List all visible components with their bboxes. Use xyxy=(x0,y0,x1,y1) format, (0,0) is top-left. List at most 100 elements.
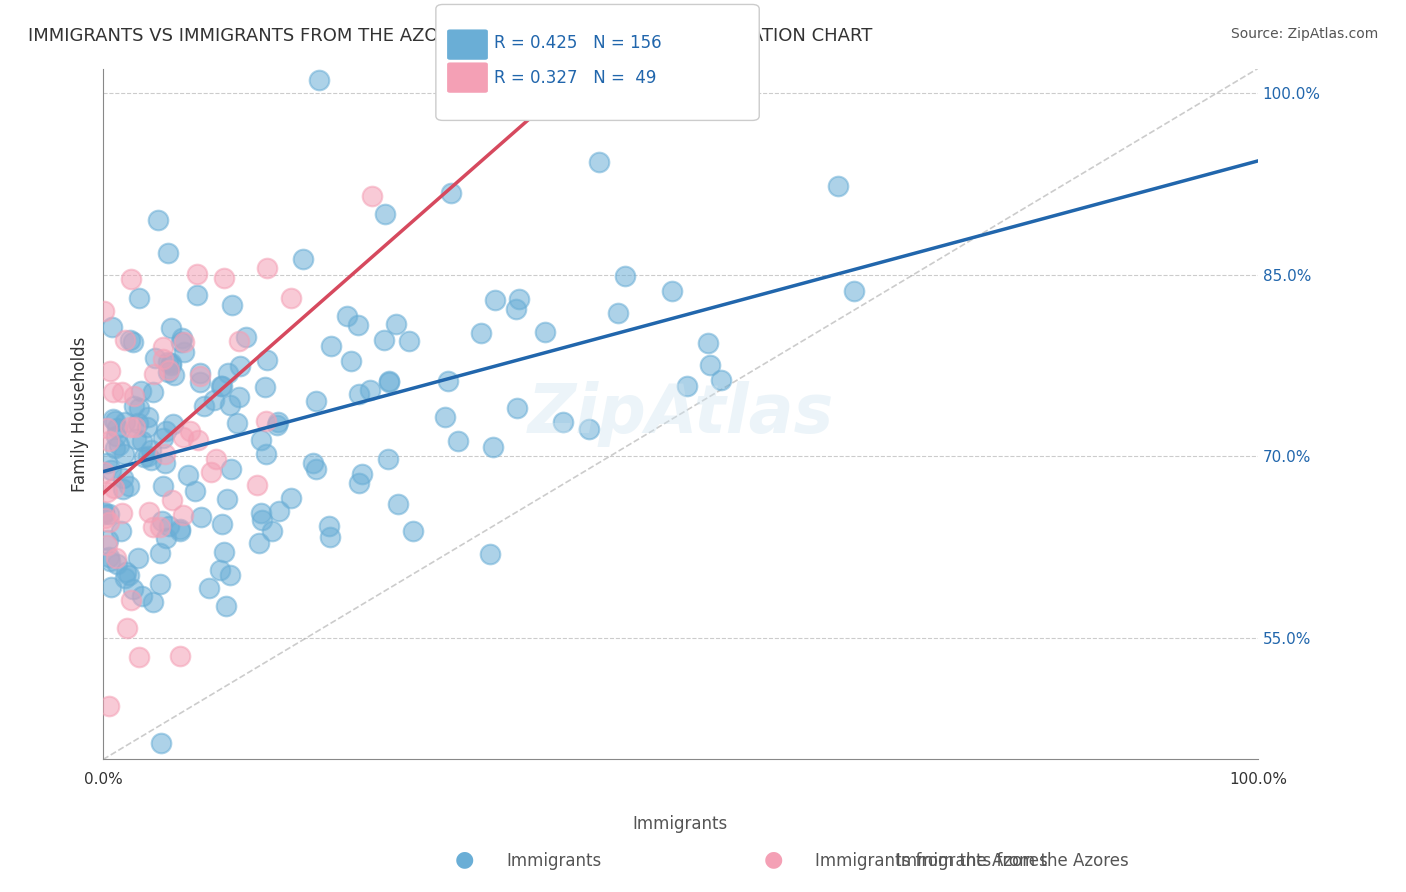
Point xyxy=(97,507,120,521)
Point xyxy=(267,504,290,518)
Point xyxy=(111,385,134,400)
Point xyxy=(114,334,136,348)
Point xyxy=(155,531,177,545)
Point xyxy=(103,412,125,426)
Point xyxy=(229,359,252,374)
Point xyxy=(254,379,277,393)
Point xyxy=(152,431,174,445)
Point xyxy=(114,571,136,585)
Point xyxy=(186,287,208,301)
Point xyxy=(149,546,172,560)
Point xyxy=(118,419,141,434)
Point xyxy=(127,550,149,565)
Point xyxy=(111,482,134,496)
Point xyxy=(246,478,269,492)
Point xyxy=(159,359,181,373)
Point xyxy=(188,375,211,389)
Point xyxy=(115,621,138,635)
Point xyxy=(93,508,115,522)
Point xyxy=(97,533,120,547)
Point xyxy=(100,363,122,377)
Text: IMMIGRANTS VS IMMIGRANTS FROM THE AZORES FAMILY HOUSEHOLDS CORRELATION CHART: IMMIGRANTS VS IMMIGRANTS FROM THE AZORES… xyxy=(28,27,873,45)
Point xyxy=(97,516,120,530)
Point xyxy=(308,73,330,87)
Point xyxy=(374,207,396,221)
Point xyxy=(318,530,340,544)
Point xyxy=(588,155,610,169)
Point xyxy=(219,398,242,412)
Point xyxy=(336,309,359,323)
Point xyxy=(152,479,174,493)
Point xyxy=(447,434,470,448)
Point xyxy=(378,374,401,388)
Point xyxy=(578,422,600,436)
Point xyxy=(183,484,205,499)
Point xyxy=(321,339,343,353)
Point xyxy=(114,447,136,461)
Point xyxy=(134,450,156,464)
Point xyxy=(93,304,115,318)
Point xyxy=(142,519,165,533)
Point xyxy=(121,582,143,596)
Point xyxy=(120,593,142,607)
Point xyxy=(121,335,143,350)
Point xyxy=(177,467,200,482)
Text: Immigrants from the Azores: Immigrants from the Azores xyxy=(815,852,1049,870)
Text: ●: ● xyxy=(454,850,474,870)
Point xyxy=(215,599,238,613)
Point xyxy=(114,565,136,579)
Point xyxy=(131,590,153,604)
Point xyxy=(172,508,194,522)
Point xyxy=(291,252,314,266)
Point xyxy=(156,355,179,369)
Point xyxy=(208,563,231,577)
Text: 100.0%: 100.0% xyxy=(1229,772,1286,787)
Point xyxy=(157,519,180,533)
Point xyxy=(169,524,191,539)
Point xyxy=(676,379,699,393)
Point xyxy=(160,321,183,335)
Text: Immigrants: Immigrants xyxy=(506,852,602,870)
Point xyxy=(103,414,125,428)
Text: Immigrants: Immigrants xyxy=(633,814,728,833)
Point xyxy=(350,467,373,482)
Point xyxy=(142,385,165,400)
Point xyxy=(228,334,250,348)
Point xyxy=(179,424,201,438)
Point xyxy=(211,378,233,392)
Point xyxy=(160,356,183,370)
Point xyxy=(661,285,683,299)
Point xyxy=(385,318,408,332)
Point xyxy=(128,401,150,416)
Point xyxy=(254,414,277,428)
Point xyxy=(155,425,177,439)
Point xyxy=(401,524,423,539)
Point xyxy=(105,421,128,435)
Point xyxy=(221,297,243,311)
Point xyxy=(173,345,195,359)
Point xyxy=(93,465,115,479)
Point xyxy=(128,291,150,305)
Point xyxy=(697,335,720,350)
Point xyxy=(266,418,288,433)
Y-axis label: Family Households: Family Households xyxy=(72,336,89,491)
Point xyxy=(508,293,530,307)
Point xyxy=(827,179,849,194)
Point xyxy=(139,442,162,457)
Text: Immigrants from the Azores: Immigrants from the Azores xyxy=(896,852,1129,870)
Point xyxy=(142,595,165,609)
Point xyxy=(378,375,401,389)
Point xyxy=(98,434,121,449)
Point xyxy=(218,567,240,582)
Point xyxy=(484,293,506,307)
Point xyxy=(478,547,501,561)
Point xyxy=(190,510,212,524)
Point xyxy=(302,456,325,470)
Point xyxy=(159,363,181,377)
Point xyxy=(152,352,174,367)
Text: ZipAtlas: ZipAtlas xyxy=(527,381,834,447)
Point xyxy=(103,481,125,495)
Point xyxy=(256,260,278,275)
Point xyxy=(361,188,384,202)
Point xyxy=(135,419,157,434)
